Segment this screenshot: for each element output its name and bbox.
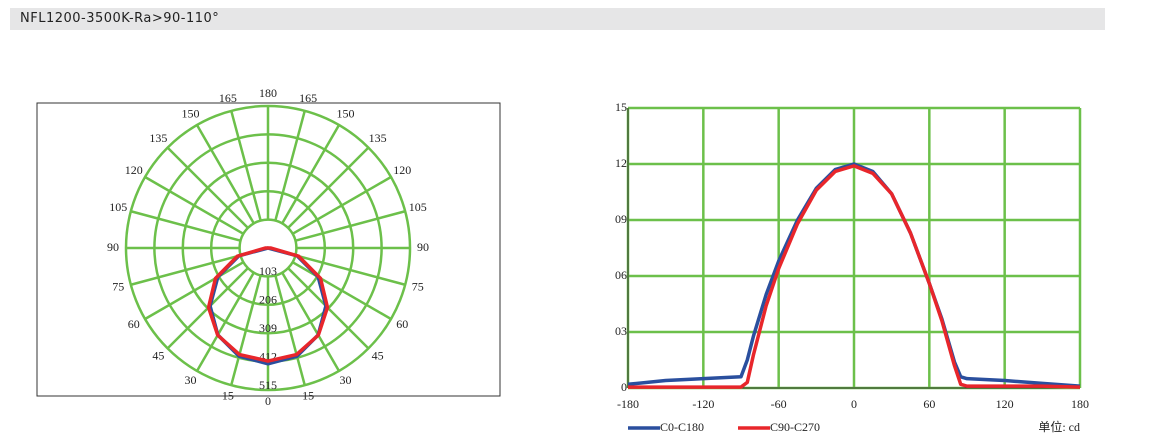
angle-tick-label: 60 bbox=[396, 317, 408, 331]
angle-tick-label: 105 bbox=[409, 200, 427, 214]
angle-tick-label: 90 bbox=[417, 240, 429, 254]
angle-tick-label: 120 bbox=[125, 163, 143, 177]
grid-ring bbox=[238, 218, 298, 278]
angle-tick-label: 105 bbox=[109, 200, 127, 214]
angle-tick-label: 135 bbox=[369, 131, 387, 145]
angle-tick-label: 180 bbox=[259, 86, 277, 100]
y-tick-label: 0 bbox=[621, 380, 627, 394]
line-series bbox=[628, 164, 1081, 389]
angle-tick-label: 45 bbox=[152, 349, 164, 363]
angle-tick-label: 30 bbox=[340, 373, 352, 387]
angle-tick-label: 75 bbox=[112, 280, 124, 294]
angle-tick-label: 165 bbox=[219, 91, 237, 105]
r-tick-label: 206 bbox=[259, 293, 277, 307]
y-tick-label: 15 bbox=[615, 100, 627, 114]
angle-tick-label: 0 bbox=[265, 394, 271, 408]
angle-tick-label: 135 bbox=[149, 131, 167, 145]
x-tick-label: 60 bbox=[923, 397, 935, 411]
legend-label: C90-C270 bbox=[770, 420, 820, 434]
angle-tick-label: 30 bbox=[185, 373, 197, 387]
angle-tick-label: 45 bbox=[372, 349, 384, 363]
x-tick-label: -60 bbox=[771, 397, 787, 411]
grid-ring bbox=[124, 104, 412, 392]
legend-label: C0-C180 bbox=[660, 420, 704, 434]
r-tick-label: 515 bbox=[259, 378, 277, 392]
angle-tick-label: 15 bbox=[302, 389, 314, 403]
polar-curve bbox=[206, 246, 330, 363]
y-tick-label: 12 bbox=[615, 156, 627, 170]
y-tick-label: 09 bbox=[615, 212, 627, 226]
line-series bbox=[627, 162, 1081, 388]
angle-tick-label: 15 bbox=[222, 389, 234, 403]
header-title: NFL1200-3500K-Ra>90-110° bbox=[10, 8, 1105, 30]
angle-tick-label: 75 bbox=[412, 280, 424, 294]
angle-tick-label: 150 bbox=[337, 106, 355, 120]
x-tick-label: -180 bbox=[617, 397, 639, 411]
x-tick-label: 180 bbox=[1071, 397, 1089, 411]
angle-tick-label: 90 bbox=[107, 240, 119, 254]
angle-tick-label: 165 bbox=[299, 91, 317, 105]
y-tick-label: 06 bbox=[615, 268, 627, 282]
x-tick-label: 0 bbox=[851, 397, 857, 411]
polar-frame bbox=[36, 102, 501, 397]
grid-ring bbox=[181, 161, 355, 335]
unit-label: 单位: cd bbox=[1038, 419, 1080, 434]
r-tick-label: 309 bbox=[259, 321, 277, 335]
grid-ring bbox=[209, 189, 327, 307]
x-tick-label: 120 bbox=[996, 397, 1014, 411]
angle-tick-label: 120 bbox=[393, 163, 411, 177]
y-tick-label: 03 bbox=[615, 324, 627, 338]
r-tick-label: 103 bbox=[259, 264, 277, 278]
x-tick-label: -120 bbox=[692, 397, 714, 411]
angle-tick-label: 60 bbox=[128, 317, 140, 331]
angle-tick-label: 150 bbox=[182, 106, 200, 120]
